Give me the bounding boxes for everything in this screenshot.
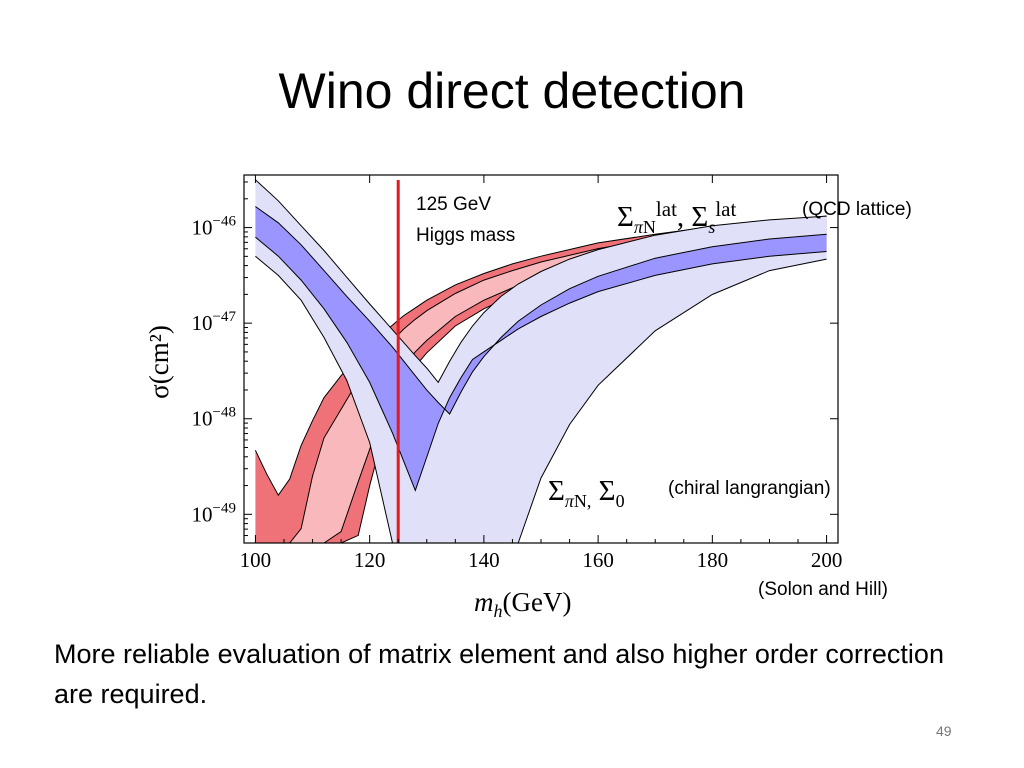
slide-body-text: More reliable evaluation of matrix eleme… [54,639,944,709]
bands-clipped [254,179,827,543]
x-tick-label: 140 [468,548,500,572]
chiral-outer-hi-edge [255,179,827,384]
chart-bands [254,179,827,543]
higgs-annotation-line2: Higgs mass [416,225,516,246]
chiral-symbols: ΣπN, Σ0 [548,475,625,511]
slide-number: 49 [936,723,952,739]
y-tick-label: 10−46 [192,214,237,240]
y-tick-label: 10−48 [192,405,236,431]
chiral-inner-hi-edge [255,206,827,415]
higgs-annotation-line1: 125 GeV [416,194,491,215]
slide-title: Wino direct detection [278,63,746,119]
credit-annotation: (Solon and Hill) [758,579,888,600]
svg-text:ΣπN, Σ0: ΣπN, Σ0 [548,475,625,511]
x-tick-label: 160 [582,548,614,572]
x-tick-label: 200 [811,548,843,572]
x-tick-label: 100 [240,548,272,572]
y-tick-label: 10−49 [192,500,236,526]
x-tick-label: 180 [697,548,729,572]
lattice-annotation: (QCD lattice) [802,199,912,220]
chiral-outer-lo-edge [255,255,827,543]
x-axis-title: mh(GeV) [474,587,571,621]
y-tick-label: 10−47 [192,309,237,335]
y-axis-title: σ(cm²) [144,325,174,399]
x-tick-label: 120 [354,548,386,572]
chart-ticks: 100 120 140 160 180 200 10−46 10−47 10−48 10−49 [192,175,843,572]
chiral-annotation: (chiral langrangian) [668,478,831,499]
chiral-inner-lo-edge [255,236,827,492]
